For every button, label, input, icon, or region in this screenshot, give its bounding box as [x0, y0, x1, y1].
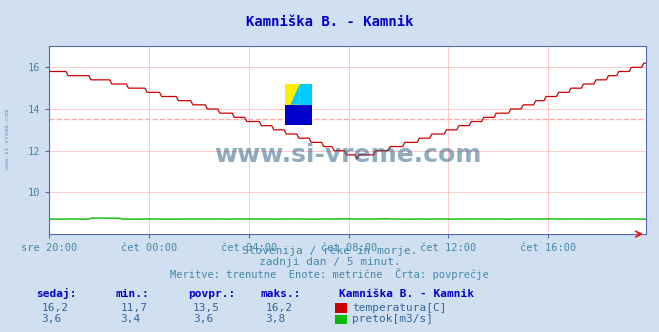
Text: www.si-vreme.com: www.si-vreme.com — [214, 143, 481, 167]
FancyBboxPatch shape — [285, 84, 300, 105]
Text: 3,4: 3,4 — [121, 314, 141, 324]
FancyBboxPatch shape — [285, 105, 312, 125]
Text: sedaj:: sedaj: — [36, 288, 76, 299]
Text: Kamniška B. - Kamnik: Kamniška B. - Kamnik — [246, 15, 413, 29]
Text: 3,6: 3,6 — [42, 314, 62, 324]
Text: 13,5: 13,5 — [193, 303, 220, 313]
Text: 16,2: 16,2 — [42, 303, 69, 313]
Text: 3,8: 3,8 — [266, 314, 286, 324]
Text: 16,2: 16,2 — [266, 303, 293, 313]
Text: min.:: min.: — [115, 289, 149, 299]
Polygon shape — [291, 84, 300, 105]
Text: zadnji dan / 5 minut.: zadnji dan / 5 minut. — [258, 257, 401, 267]
Text: Slovenija / reke in morje.: Slovenija / reke in morje. — [242, 246, 417, 256]
Text: pretok[m3/s]: pretok[m3/s] — [352, 314, 433, 324]
Text: maks.:: maks.: — [260, 289, 301, 299]
Text: Meritve: trenutne  Enote: metrične  Črta: povprečje: Meritve: trenutne Enote: metrične Črta: … — [170, 268, 489, 280]
Text: 11,7: 11,7 — [121, 303, 148, 313]
Text: Kamniška B. - Kamnik: Kamniška B. - Kamnik — [339, 289, 474, 299]
FancyBboxPatch shape — [300, 84, 312, 105]
Text: temperatura[C]: temperatura[C] — [352, 303, 446, 313]
Text: www.si-vreme.com: www.si-vreme.com — [5, 110, 11, 169]
Text: 3,6: 3,6 — [193, 314, 214, 324]
Text: povpr.:: povpr.: — [188, 289, 235, 299]
